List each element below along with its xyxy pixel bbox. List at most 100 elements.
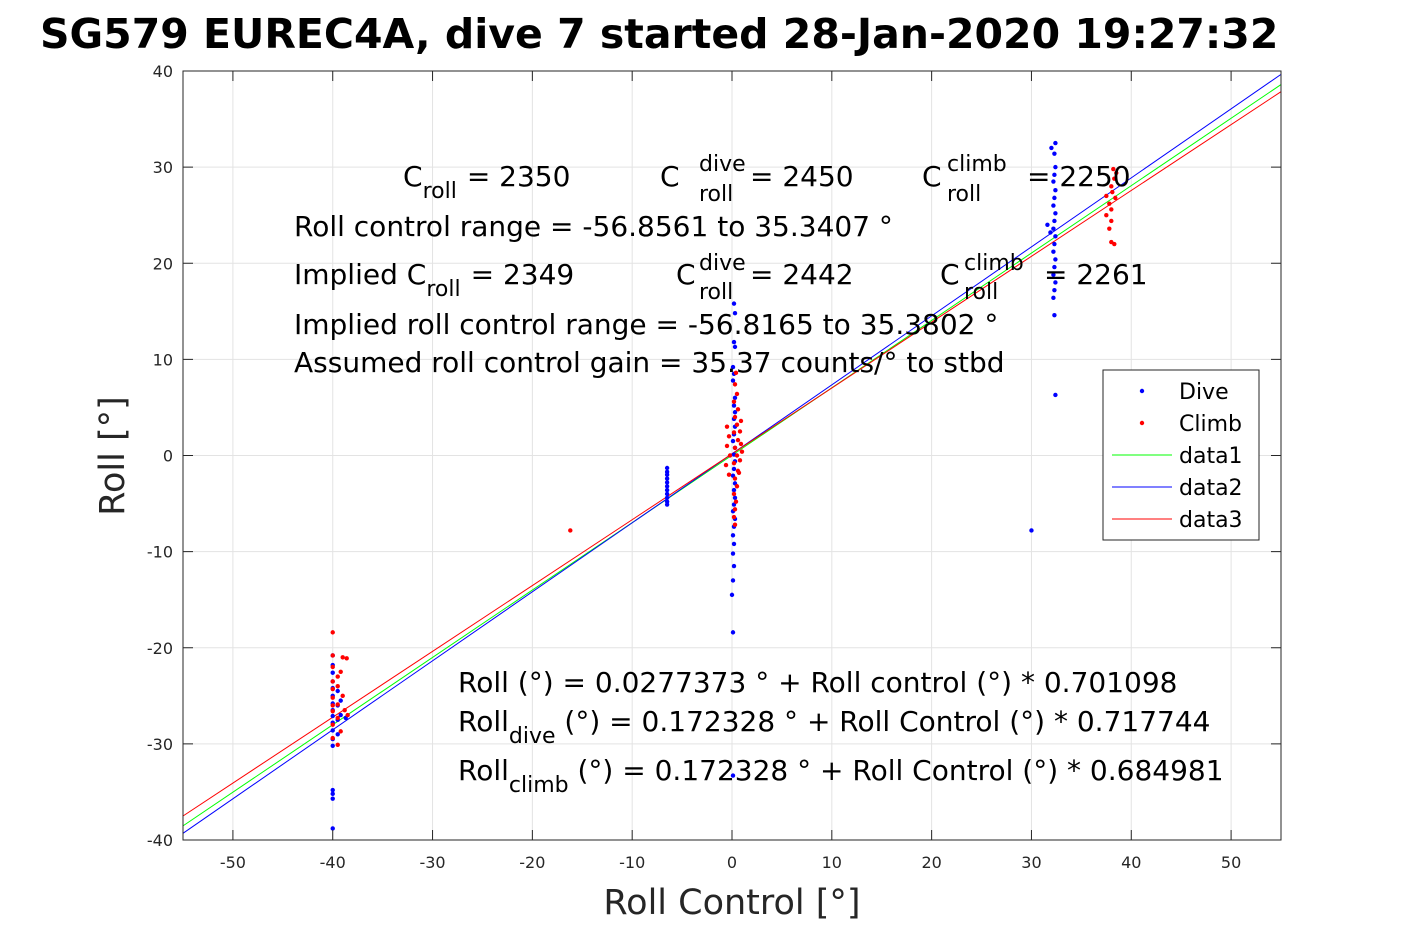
point-climb [335,684,340,689]
point-dive [1053,187,1058,193]
point-dive [1029,528,1034,533]
y-tick-label: -10 [147,543,173,562]
x-tick-label: 40 [1121,853,1141,872]
x-tick-label: -50 [220,853,246,872]
point-climb [732,476,738,481]
point-dive [1053,140,1058,146]
point-dive [664,480,670,485]
point-dive [731,541,737,547]
point-climb [338,729,343,734]
point-dive [330,670,335,675]
point-climb [335,742,340,748]
point-dive [1049,145,1054,151]
point-climb [1104,193,1109,199]
point-dive [1052,195,1057,201]
point-dive [338,698,343,703]
roll-control-gain: Assumed roll control gain = 35.37 counts… [294,346,1005,379]
y-tick-label: -30 [147,735,173,754]
y-tick-label: 20 [153,254,173,273]
x-tick-label: -10 [619,853,645,872]
point-dive [731,487,737,493]
point-climb [1109,218,1114,224]
point-climb [330,722,335,727]
point-climb [1109,184,1114,189]
point-dive [664,484,670,489]
point-dive [731,563,737,569]
point-climb [1112,176,1117,181]
point-climb [724,443,730,449]
point-climb [737,458,743,463]
point-dive [330,796,335,801]
point-climb [330,686,335,692]
point-climb [330,703,335,708]
point-dive [664,472,670,477]
legend-marker-dive [1139,388,1145,394]
point-climb [731,514,737,520]
point-climb [732,382,738,387]
point-climb [731,399,737,404]
x-axis-label: Roll Control [°] [603,883,860,923]
point-dive [730,773,736,778]
fit-equation-dive: Rolldive (°) = 0.172328 ° + Roll Control… [458,705,1210,749]
x-tick-label: -20 [519,853,545,872]
point-dive [730,578,736,583]
point-dive [330,713,335,719]
point-climb [1107,201,1112,206]
point-dive [1052,218,1057,224]
legend: Dive Climb data1 data2 data3 [1102,369,1260,541]
point-dive [1051,179,1056,184]
point-climb [338,669,343,674]
point-dive [1051,249,1056,254]
point-dive [1052,312,1057,318]
fit-equation-all: Roll (°) = 0.0277373 ° + Roll control (°… [458,666,1177,699]
point-dive [1053,164,1058,170]
x-tick-label: -30 [419,853,445,872]
point-climb [335,674,340,679]
point-dive [732,311,738,316]
point-climb [726,472,732,477]
point-climb [1109,207,1114,212]
point-climb [733,499,739,504]
point-dive [730,533,736,538]
point-climb [731,491,737,497]
point-climb [734,453,740,458]
legend-label-climb: Climb [1179,412,1242,437]
point-climb [726,434,732,439]
point-dive [1052,287,1057,293]
point-dive [732,395,738,401]
point-climb [732,507,738,512]
point-dive [729,592,735,598]
point-dive [731,403,737,408]
point-climb [330,653,335,658]
x-tick-label: 20 [921,853,941,872]
point-dive [330,743,335,748]
x-tick-label: 30 [1021,853,1041,872]
point-dive [1052,172,1057,178]
roll-control-range: Roll control range = -56.8561 to 35.3407… [294,210,893,243]
point-dive [1048,230,1053,235]
point-dive [335,688,340,694]
point-dive [1045,222,1050,227]
data-points [330,140,1119,831]
point-dive [731,466,737,472]
point-climb [734,484,740,489]
point-dive [1052,241,1057,247]
point-climb [1114,170,1119,176]
point-dive [1053,257,1058,262]
point-dive [664,465,670,471]
point-dive [731,301,737,306]
legend-label-data2: data2 [1179,476,1243,501]
point-climb [335,702,340,707]
point-dive [338,712,343,718]
point-dive [730,438,736,444]
point-dive [335,732,340,737]
point-dive [1051,226,1056,231]
point-dive [330,791,335,797]
point-climb [330,664,335,670]
